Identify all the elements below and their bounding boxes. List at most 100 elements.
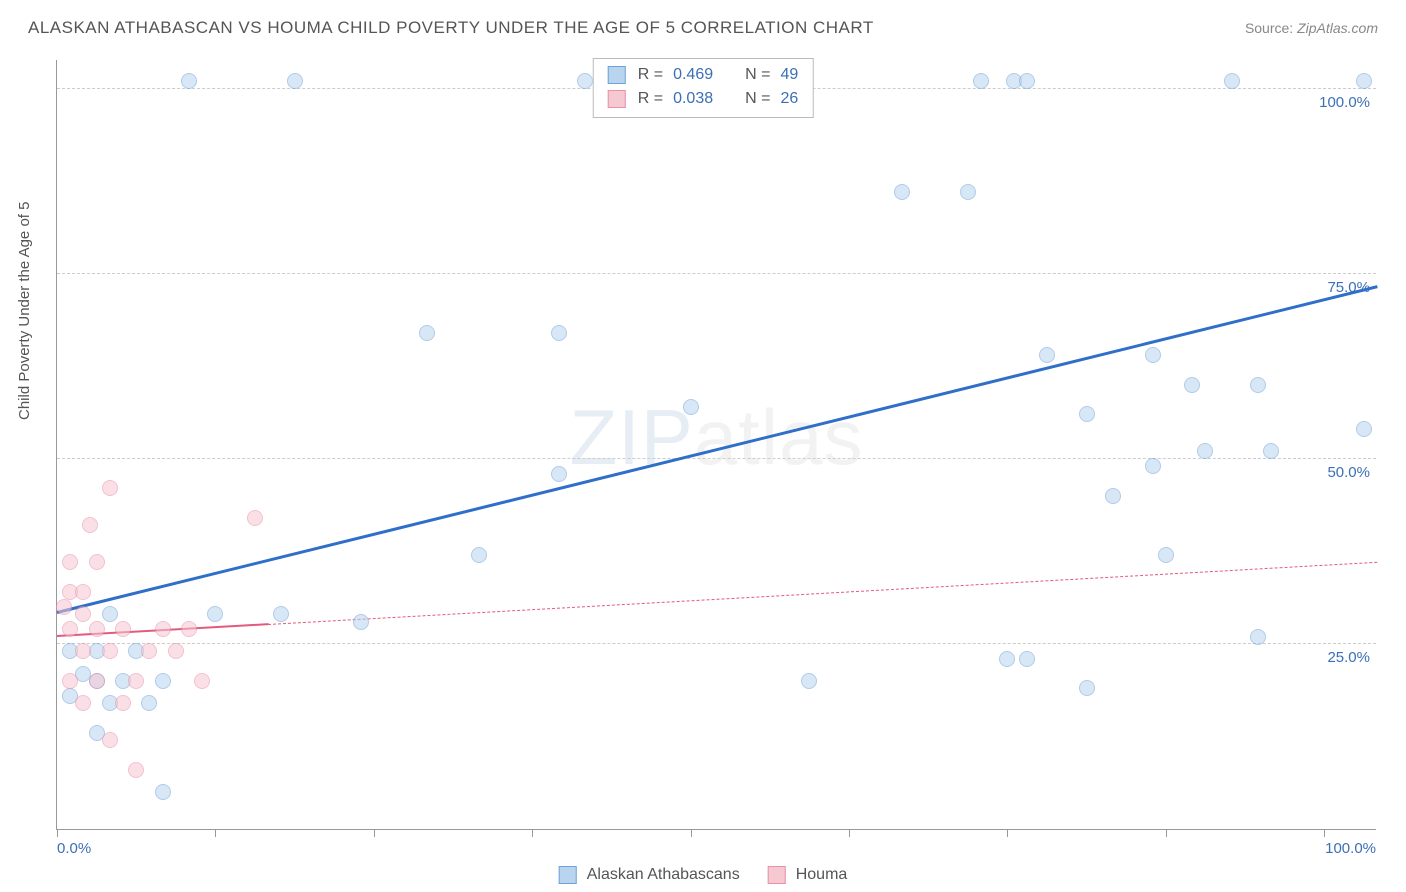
data-point <box>75 643 91 659</box>
data-point <box>102 732 118 748</box>
data-point <box>1019 651 1035 667</box>
data-point <box>89 554 105 570</box>
y-axis-label: Child Poverty Under the Age of 5 <box>16 202 33 420</box>
stat-r-label: R = <box>638 63 663 87</box>
data-point <box>683 399 699 415</box>
x-tick <box>1324 829 1325 837</box>
data-point <box>1079 680 1095 696</box>
data-point <box>75 584 91 600</box>
data-point <box>973 73 989 89</box>
data-point <box>1079 406 1095 422</box>
data-point <box>1250 629 1266 645</box>
source-value: ZipAtlas.com <box>1297 20 1378 36</box>
watermark-zip: ZIP <box>569 393 693 481</box>
stats-row: R = 0.469 N = 49 <box>608 63 799 87</box>
x-tick-label-left: 0.0% <box>57 840 91 857</box>
data-point <box>1184 377 1200 393</box>
stat-n-label: N = <box>745 87 770 111</box>
data-point <box>353 614 369 630</box>
data-point <box>287 73 303 89</box>
x-tick <box>532 829 533 837</box>
legend-item: Houma <box>768 866 848 884</box>
data-point <box>89 621 105 637</box>
stats-row: R =0.038N =26 <box>608 87 799 111</box>
data-point <box>128 762 144 778</box>
x-tick <box>1166 829 1167 837</box>
data-point <box>1250 377 1266 393</box>
stat-n-label: N = <box>745 63 770 87</box>
x-tick <box>57 829 58 837</box>
data-point <box>141 695 157 711</box>
data-point <box>115 621 131 637</box>
stat-r-value: 0.469 <box>673 63 713 87</box>
data-point <box>102 643 118 659</box>
data-point <box>128 673 144 689</box>
data-point <box>1197 443 1213 459</box>
series-swatch <box>608 90 626 108</box>
data-point <box>115 695 131 711</box>
data-point <box>1039 347 1055 363</box>
y-tick-label: 100.0% <box>1319 94 1370 111</box>
data-point <box>577 73 593 89</box>
data-point <box>155 621 171 637</box>
stat-n-value: 49 <box>780 63 798 87</box>
data-point <box>551 466 567 482</box>
data-point <box>141 643 157 659</box>
series-swatch <box>608 66 626 84</box>
y-tick-label: 25.0% <box>1327 649 1370 666</box>
data-point <box>89 673 105 689</box>
x-tick-label-right: 100.0% <box>1325 840 1376 857</box>
legend-swatch <box>559 866 577 884</box>
data-point <box>155 784 171 800</box>
data-point <box>1263 443 1279 459</box>
legend-swatch <box>768 866 786 884</box>
stat-n-value: 26 <box>780 87 798 111</box>
data-point <box>960 184 976 200</box>
data-point <box>471 547 487 563</box>
data-point <box>168 643 184 659</box>
trend-line <box>268 561 1377 624</box>
data-point <box>102 606 118 622</box>
data-point <box>551 325 567 341</box>
x-tick <box>849 829 850 837</box>
data-point <box>801 673 817 689</box>
y-tick-label: 50.0% <box>1327 464 1370 481</box>
data-point <box>82 517 98 533</box>
data-point <box>894 184 910 200</box>
data-point <box>1019 73 1035 89</box>
data-point <box>1145 347 1161 363</box>
data-point <box>247 510 263 526</box>
stat-r-label: R = <box>638 87 663 111</box>
data-point <box>62 554 78 570</box>
data-point <box>62 621 78 637</box>
trend-line <box>57 286 1378 615</box>
data-point <box>1356 73 1372 89</box>
data-point <box>1145 458 1161 474</box>
data-point <box>181 621 197 637</box>
data-point <box>56 599 72 615</box>
watermark-atlas: atlas <box>694 393 864 481</box>
x-tick <box>691 829 692 837</box>
data-point <box>102 480 118 496</box>
x-tick <box>1007 829 1008 837</box>
legend-label: Houma <box>796 866 848 884</box>
bottom-legend: Alaskan Athabascans Houma <box>559 866 848 884</box>
data-point <box>1105 488 1121 504</box>
legend-item: Alaskan Athabascans <box>559 866 740 884</box>
data-point <box>1224 73 1240 89</box>
data-point <box>207 606 223 622</box>
x-tick <box>374 829 375 837</box>
data-point <box>62 673 78 689</box>
plot-area: ZIPatlas 25.0%50.0%75.0%100.0%0.0%100.0% <box>56 60 1376 830</box>
data-point <box>999 651 1015 667</box>
data-point <box>181 73 197 89</box>
data-point <box>273 606 289 622</box>
chart-title: ALASKAN ATHABASCAN VS HOUMA CHILD POVERT… <box>28 18 874 38</box>
source-attribution: Source: ZipAtlas.com <box>1245 20 1378 36</box>
data-point <box>194 673 210 689</box>
source-label: Source: <box>1245 20 1293 36</box>
data-point <box>419 325 435 341</box>
data-point <box>1356 421 1372 437</box>
gridline <box>57 458 1376 459</box>
data-point <box>1158 547 1174 563</box>
